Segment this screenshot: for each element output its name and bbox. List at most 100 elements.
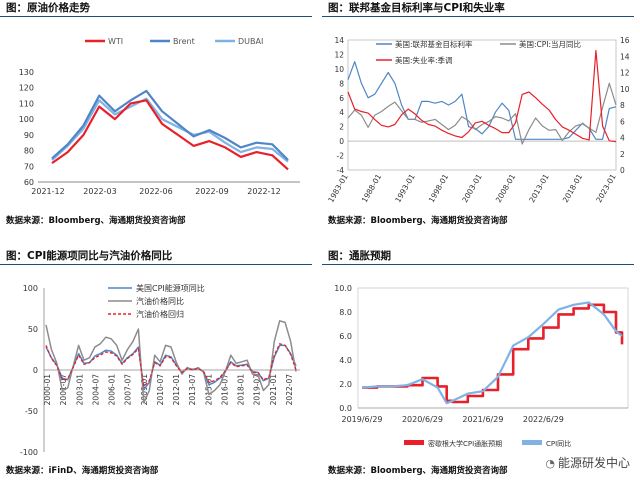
y-tick-label: 10.0 bbox=[334, 284, 352, 293]
legend-label: 美国:CPI:当月同比 bbox=[519, 39, 582, 49]
y-tick-label: -100 bbox=[20, 448, 38, 457]
series-line-dubai bbox=[51, 97, 289, 163]
panel-energy-cpi: 图：CPI能源项同比与汽油价格同比 -100 -50 0 50 100 2000-01 20… bbox=[0, 248, 318, 481]
legend-label: WTI bbox=[108, 37, 123, 46]
y-tick-label-right: 10 bbox=[620, 85, 630, 94]
x-tick-label: 2022-06 bbox=[139, 187, 172, 196]
panel-title: 图：CPI能源项同比与汽油价格同比 bbox=[6, 250, 173, 262]
series-line-brent bbox=[51, 89, 289, 161]
y-tick-label: 120 bbox=[19, 84, 34, 93]
x-tick-label: 2022-12 bbox=[247, 187, 280, 196]
title-rule bbox=[322, 264, 634, 265]
series-2-line bbox=[347, 50, 617, 143]
series-0-line bbox=[347, 61, 617, 140]
y-tick-label-right: 12 bbox=[620, 69, 630, 78]
x-tick-label: 2010-07 bbox=[156, 374, 165, 406]
y-tick-label: 80 bbox=[24, 147, 34, 156]
x-tick-label: 1983-01 bbox=[326, 172, 350, 204]
y-tick-label-right: 2 bbox=[620, 150, 625, 159]
y-tick-label-left: 6 bbox=[339, 94, 344, 103]
x-tick-label: 2003-01 bbox=[75, 374, 84, 406]
y-tick-label: 0 bbox=[33, 366, 38, 375]
y-tick-label: 2.0 bbox=[339, 380, 352, 389]
x-tick-label: 2021/6/29 bbox=[462, 415, 503, 424]
panel-title: 图：联邦基金目标利率与CPI和失业率 bbox=[328, 2, 505, 14]
y-tick-label: 100 bbox=[19, 115, 34, 124]
legend-label: 美国CPI能源项同比 bbox=[136, 283, 205, 293]
y-tick-label-left: 2 bbox=[339, 123, 344, 132]
x-tick-label: 2018-01 bbox=[561, 172, 585, 204]
source-note: 数据来源：Bloomberg、海通期货投资咨询部 bbox=[328, 216, 508, 226]
legend-label: 美国:联邦基金目标利率 bbox=[395, 39, 473, 49]
y-tick-label-right: 14 bbox=[620, 52, 630, 61]
series-1-line bbox=[361, 301, 623, 405]
legend-label: 汽油价格回归 bbox=[136, 309, 184, 319]
legend-label: Brent bbox=[173, 37, 195, 46]
y-tick-label-right: 0 bbox=[620, 166, 625, 175]
legend-swatch bbox=[404, 440, 424, 445]
x-tick-label: 1998-01 bbox=[427, 172, 451, 204]
y-tick-label: 130 bbox=[19, 68, 34, 77]
y-tick-label: 4.0 bbox=[339, 356, 352, 365]
y-tick-label-left: 12 bbox=[334, 50, 344, 59]
x-tick-label: 2020/6/29 bbox=[402, 415, 443, 424]
title-rule bbox=[0, 16, 312, 17]
x-tick-label: 1993-01 bbox=[393, 172, 417, 204]
y-tick-label: 90 bbox=[24, 131, 34, 140]
source-note: 数据来源：Bloomberg、海通期货投资咨询部 bbox=[6, 216, 186, 226]
x-tick-label: 2021-12 bbox=[31, 187, 64, 196]
x-tick-label: 2006-01 bbox=[108, 374, 117, 406]
series-1-line bbox=[347, 82, 617, 145]
y-tick-label-right: 16 bbox=[620, 36, 630, 45]
panel-title: 图：通胀预期 bbox=[328, 250, 391, 262]
x-tick-label: 2016-07 bbox=[220, 374, 229, 406]
watermark: ◔ 能源研发中心 bbox=[545, 454, 630, 471]
series-2-line bbox=[45, 343, 297, 388]
title-rule bbox=[322, 16, 634, 17]
x-tick-label: 2019-07 bbox=[253, 374, 262, 406]
source-note: 数据来源：Bloomberg、海通期货投资咨询部 bbox=[328, 466, 508, 476]
legend-label: CPI同比 bbox=[546, 439, 571, 448]
legend-label: 美国:失业率:季调 bbox=[395, 55, 453, 65]
title-rule bbox=[0, 264, 312, 265]
y-tick-label-right: 6 bbox=[620, 117, 625, 126]
panel-crude-oil: 图：原油价格走势 60 70 80 90 100 110 120 130 2021-12 2022… bbox=[0, 0, 318, 232]
y-tick-label-left: 10 bbox=[334, 65, 344, 74]
y-tick-label: -50 bbox=[25, 407, 38, 416]
y-tick-label-left: -4 bbox=[337, 166, 345, 175]
x-tick-label: 2018-01 bbox=[237, 374, 246, 406]
x-tick-label: 2013-01 bbox=[527, 172, 551, 204]
series-line-wti bbox=[51, 99, 289, 171]
y-tick-label-left: 4 bbox=[339, 108, 344, 117]
panel-fed-rate: 图：联邦基金目标利率与CPI和失业率 -4 -2 0 2 4 6 8 10 12 14 0 2 4 6 8 1… bbox=[322, 0, 640, 232]
legend-label: 密歇根大学CPI通胀预期 bbox=[428, 439, 502, 448]
x-tick-label: 2008-01 bbox=[494, 172, 518, 204]
x-tick-label: 2019/6/29 bbox=[341, 415, 382, 424]
x-tick-label: 2021-01 bbox=[269, 374, 278, 406]
x-tick-label: 2022-03 bbox=[83, 187, 116, 196]
x-tick-label: 2022/6/29 bbox=[523, 415, 564, 424]
x-tick-label: 2000-01 bbox=[43, 374, 52, 406]
x-tick-label: 2007-07 bbox=[124, 374, 133, 406]
y-tick-label-right: 4 bbox=[620, 134, 625, 143]
legend-label: DUBAI bbox=[238, 37, 263, 46]
y-tick-label: 70 bbox=[24, 162, 34, 171]
series-1-line bbox=[45, 320, 297, 404]
watermark-text: 能源研发中心 bbox=[557, 456, 630, 470]
wechat-icon: ◔ bbox=[545, 457, 555, 470]
fed-rate-chart: -4 -2 0 2 4 6 8 10 12 14 0 2 4 6 8 10 12 14 16 1983-01 1988-… bbox=[326, 36, 630, 204]
y-tick-label: 6.0 bbox=[339, 332, 352, 341]
series-0-line bbox=[362, 303, 624, 404]
x-tick-label: 2003-01 bbox=[460, 172, 484, 204]
y-tick-label: 110 bbox=[19, 99, 34, 108]
x-tick-label: 2022-07 bbox=[285, 374, 294, 406]
y-tick-label-left: 0 bbox=[339, 137, 344, 146]
panel-inflation-expectation: 图：通胀预期 0.0 2.0 4.0 6.0 8.0 10.0 2019/6/29 2020/… bbox=[322, 248, 640, 481]
y-tick-label: 50 bbox=[28, 325, 38, 334]
y-tick-label-left: 14 bbox=[334, 36, 344, 45]
x-tick-label: 2013-07 bbox=[188, 374, 197, 406]
y-tick-label: 8.0 bbox=[339, 308, 352, 317]
legend-swatch bbox=[522, 440, 542, 445]
x-tick-label: 2023-01 bbox=[594, 172, 618, 204]
